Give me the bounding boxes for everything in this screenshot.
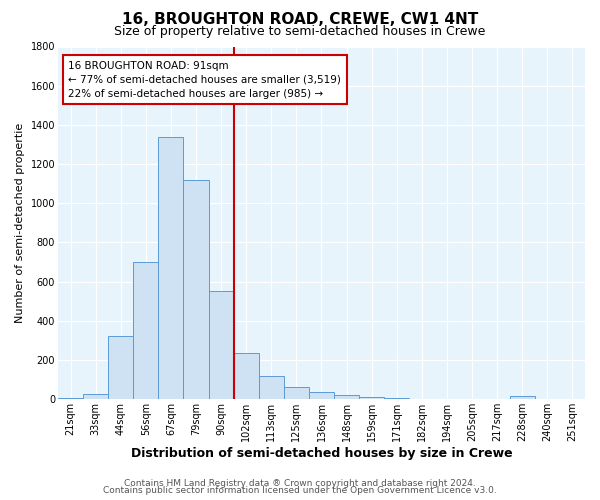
Bar bbox=[309, 392, 334, 400]
Text: 16 BROUGHTON ROAD: 91sqm
← 77% of semi-detached houses are smaller (3,519)
22% o: 16 BROUGHTON ROAD: 91sqm ← 77% of semi-d… bbox=[68, 60, 341, 98]
Bar bbox=[359, 397, 384, 400]
Text: Contains HM Land Registry data ® Crown copyright and database right 2024.: Contains HM Land Registry data ® Crown c… bbox=[124, 478, 476, 488]
Text: 16, BROUGHTON ROAD, CREWE, CW1 4NT: 16, BROUGHTON ROAD, CREWE, CW1 4NT bbox=[122, 12, 478, 28]
Y-axis label: Number of semi-detached propertie: Number of semi-detached propertie bbox=[15, 123, 25, 323]
Bar bbox=[384, 398, 409, 400]
X-axis label: Distribution of semi-detached houses by size in Crewe: Distribution of semi-detached houses by … bbox=[131, 447, 512, 460]
Bar bbox=[510, 396, 535, 400]
Bar bbox=[184, 180, 209, 400]
Bar bbox=[334, 396, 359, 400]
Bar bbox=[209, 292, 233, 400]
Bar bbox=[409, 398, 434, 400]
Text: Contains public sector information licensed under the Open Government Licence v3: Contains public sector information licen… bbox=[103, 486, 497, 495]
Bar bbox=[158, 136, 184, 400]
Bar bbox=[83, 394, 108, 400]
Bar bbox=[233, 353, 259, 400]
Bar bbox=[259, 376, 284, 400]
Bar bbox=[284, 386, 309, 400]
Text: Size of property relative to semi-detached houses in Crewe: Size of property relative to semi-detach… bbox=[115, 25, 485, 38]
Bar bbox=[108, 336, 133, 400]
Bar bbox=[58, 398, 83, 400]
Bar bbox=[133, 262, 158, 400]
